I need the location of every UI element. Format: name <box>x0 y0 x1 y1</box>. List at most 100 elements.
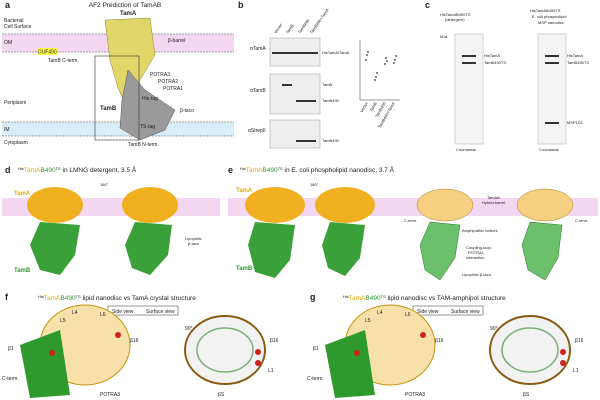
barrel-top <box>184 315 266 385</box>
marker <box>255 349 261 355</box>
view-label: Surface view <box>146 309 175 315</box>
blot-label: αTamA <box>250 46 266 52</box>
band: HisTamA <box>484 53 500 58</box>
label: TamB <box>100 106 117 112</box>
region: Periplasm <box>4 100 26 106</box>
structure-label: βS <box>523 392 530 398</box>
structure-label: L1 <box>268 368 274 374</box>
region: IM <box>4 127 10 133</box>
structure-label: β1 <box>8 346 14 352</box>
gel-title: (detergent) <box>445 17 465 22</box>
structure-label: POTRA3 <box>100 392 120 398</box>
label: C-term. <box>575 218 588 223</box>
panel-e: e HisTamAB490TS in E. coli phospholipid … <box>228 165 598 281</box>
band: TamB490 <box>322 98 340 103</box>
panel-letter: d <box>5 165 11 175</box>
barrel-inner <box>501 327 559 373</box>
title-part: B490 <box>60 295 76 302</box>
panel-letter: e <box>228 165 233 175</box>
label: β-barrel <box>168 38 185 44</box>
panel-letter: c <box>425 0 430 10</box>
label: TS-tag <box>140 124 155 130</box>
title-part: TS <box>381 294 386 299</box>
blot-label: αStrepII <box>248 128 266 134</box>
marker <box>115 332 121 338</box>
label: Coupling-loop: <box>466 245 492 250</box>
label: DUF490 <box>38 50 57 56</box>
label: TamAB <box>487 195 500 200</box>
label: TamA <box>120 11 137 17</box>
panel-f: f HisTamAB490TS lipid nanodisc vs TamA cr… <box>2 292 279 398</box>
panel-letter: b <box>238 0 244 10</box>
label: POTRA1 <box>468 250 485 255</box>
structure-label: βS <box>218 392 225 398</box>
label: TamA <box>14 191 31 197</box>
tamb-model <box>119 69 176 141</box>
marker <box>354 350 360 356</box>
panel-title: AF2 Prediction of TamAB <box>89 2 162 9</box>
title-part: lipid nanodisc vs TAM-amphipol structure <box>386 295 506 302</box>
gel-title: MSP nanodisc <box>538 20 564 25</box>
label: 180° <box>310 182 319 187</box>
tama-density <box>315 187 375 223</box>
region: Bacterial <box>4 18 23 24</box>
panel-b: b αTamA αTamB αStrepII Vector TamB TamB4… <box>238 0 400 149</box>
structure-label: C-term. <box>2 376 19 382</box>
label: TamA <box>236 188 253 194</box>
band: HisTamA/TamA <box>322 50 350 55</box>
label: Hybrid-barrel <box>482 200 505 205</box>
panel-title: HisTamAB490TS in E. coli phospholipid na… <box>240 165 395 174</box>
barrel-inner <box>196 327 254 373</box>
structure-label: L4 <box>377 310 383 316</box>
tamb-density <box>125 222 172 275</box>
structure-label: β1 <box>313 346 319 352</box>
structure-label: β16 <box>270 338 279 344</box>
view-label: Side view <box>417 309 439 315</box>
title-part: lipid nanodisc vs TamA crystal structure <box>81 295 197 302</box>
label: TamB N-term. <box>128 142 159 148</box>
label: POTRA3 <box>150 72 170 78</box>
band: TamB490TS <box>484 60 506 65</box>
label: POTRA2 <box>158 79 178 85</box>
gel-title: HisTamAB490TS <box>530 8 561 13</box>
barrel-top <box>489 315 571 385</box>
panel-g: g HisTamAB490TS lipid nanodisc vs TAM-amp… <box>307 292 584 398</box>
label: TamB <box>236 266 253 272</box>
structure-label: POTRA3 <box>405 392 425 398</box>
structure-label: L6 <box>405 312 411 318</box>
structure-label: L5 <box>60 318 66 324</box>
label: Lipophilic <box>185 236 202 241</box>
panel-letter: f <box>5 292 9 302</box>
structure-label: 90° <box>185 326 193 332</box>
title-part: TS <box>76 294 81 299</box>
label: TamB <box>14 268 31 274</box>
structure-label: L6 <box>100 312 106 318</box>
lane: Vector <box>359 100 369 113</box>
marker <box>49 350 55 356</box>
tama-model <box>516 188 574 222</box>
label: TamB C-term. <box>48 58 79 64</box>
label: interaction <box>466 255 484 260</box>
title-part: B490 <box>365 295 381 302</box>
band: TamB490 <box>322 138 340 143</box>
panels-f-g: f HisTamAB490TS lipid nanodisc vs TamA cr… <box>2 292 584 398</box>
band: MSP1D1 <box>567 120 584 125</box>
panel-letter: a <box>5 0 11 10</box>
structure-label: β16 <box>435 338 444 344</box>
marker <box>560 360 566 366</box>
panel-title: HisTamAB490TS lipid nanodisc vs TAM-amph… <box>343 294 506 302</box>
structure-label: C-term. <box>307 376 324 382</box>
gel-title: E. coli phospholipid <box>532 14 566 19</box>
marker <box>560 349 566 355</box>
view-label: Side view <box>112 309 134 315</box>
gel-title: HisTamAB490TS <box>440 12 471 17</box>
label: 180° <box>100 182 109 187</box>
blot-label: αTamB <box>250 88 266 94</box>
label: His-tag <box>142 96 158 102</box>
panel-c: c HisTamAB490TS (detergent) HisTamAB490T… <box>425 0 589 152</box>
title-part: TamA <box>44 295 61 302</box>
lane: TamB490+TamA <box>309 7 330 34</box>
structure-label: β16 <box>130 338 139 344</box>
structure-label: L5 <box>365 318 371 324</box>
